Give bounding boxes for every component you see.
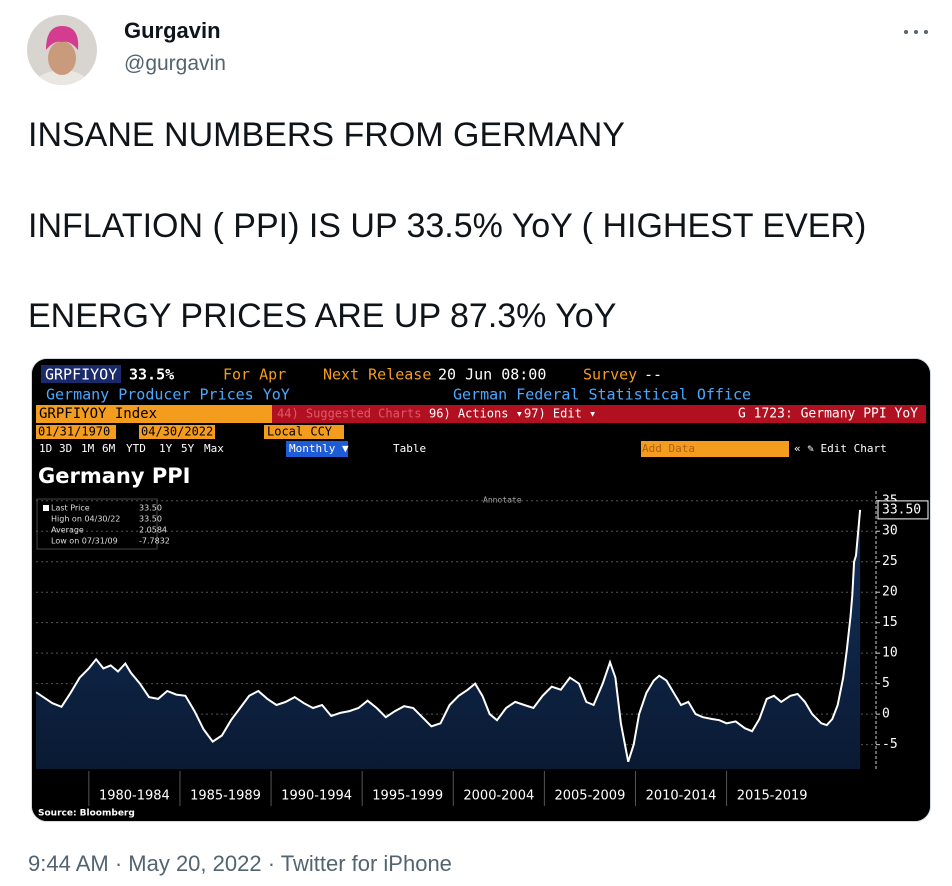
date-box[interactable] (139, 425, 215, 439)
toolbar-item[interactable]: 5Y (181, 442, 195, 455)
currency[interactable]: Local CCY (267, 425, 333, 439)
last-value-label: 33.50 (882, 502, 921, 517)
toolbar-item[interactable]: 3D (59, 442, 72, 455)
menu-item[interactable]: 97) Edit ▾ (524, 407, 596, 421)
toolbar-item[interactable]: 1D (39, 442, 52, 455)
legend-label: High on 04/30/22 (51, 515, 120, 524)
menu-bar (272, 405, 926, 423)
legend-value: 2.0584 (139, 526, 167, 535)
legend-label: Low on 07/31/09 (51, 537, 118, 546)
toolbar-item[interactable]: 6M (102, 442, 116, 455)
x-tick-label: 1990-1994 (281, 789, 352, 804)
legend-box (36, 498, 158, 550)
index-label[interactable]: GRPFIYOY Index (39, 406, 157, 422)
period: For Apr (223, 366, 286, 384)
currency-box[interactable] (264, 425, 344, 439)
last-value-box (877, 500, 929, 520)
x-tick-label: 2010-2014 (646, 789, 717, 804)
ticker-box (41, 365, 121, 383)
area (36, 509, 861, 769)
menu-item[interactable]: 44) Suggested Charts (277, 407, 422, 421)
legend-value: -7.7832 (139, 537, 170, 546)
y-tick-label: -5 (882, 737, 898, 752)
legend-value: 33.50 (139, 515, 162, 524)
frequency-box[interactable] (286, 441, 348, 457)
survey-label: Survey (583, 366, 637, 384)
toolbar-item[interactable]: Max (204, 442, 224, 455)
tweet-text: INFLATION ( PPI) IS UP 33.5% YoY ( HIGHE… (28, 207, 867, 245)
legend-swatch (43, 505, 49, 511)
tweet-text: ENERGY PRICES ARE UP 87.3% YoY (28, 297, 617, 335)
source: Source: Bloomberg (38, 809, 135, 819)
toolbar-item[interactable]: 1M (81, 442, 95, 455)
legend-value: 33.50 (139, 504, 162, 513)
line (35, 509, 862, 763)
terminal-chart: GRPFIYOY 33.5% For Apr Next Release 20 J… (32, 359, 930, 821)
release-label: Next Release (323, 366, 431, 384)
legend-label: Last Price (51, 504, 90, 513)
index-box[interactable] (36, 405, 272, 423)
y-tick-label: 30 (882, 524, 898, 539)
end-date[interactable]: 04/30/2022 (141, 425, 213, 439)
x-tick-label: 2000-2004 (463, 789, 534, 804)
media-image[interactable]: GRPFIYOY 33.5% For Apr Next Release 20 J… (31, 358, 931, 822)
release-date: 20 Jun 08:00 (438, 366, 546, 384)
toolbar-item[interactable]: YTD (126, 442, 146, 455)
toolbar-item[interactable]: Table (393, 442, 426, 455)
legend-label: Average (51, 526, 84, 535)
tweet-text: INSANE NUMBERS FROM GERMANY (28, 116, 625, 154)
more-menu[interactable] (900, 24, 932, 40)
annotate[interactable]: Annotate (483, 496, 522, 505)
last-value: 33.5% (129, 366, 174, 384)
y-tick-label: 25 (882, 554, 898, 569)
x-tick-label: 2005-2009 (554, 789, 625, 804)
ticker: GRPFIYOY (45, 366, 117, 384)
toolbar-item[interactable]: Monthly ▼ (289, 442, 349, 455)
y-tick-label: 10 (882, 646, 898, 661)
source-agency: German Federal Statistical Office (453, 386, 751, 404)
chart-id: G 1723: Germany PPI YoY (738, 407, 918, 422)
y-tick-label: 5 (882, 676, 890, 691)
author-handle[interactable]: @gurgavin (124, 52, 226, 75)
author-name[interactable]: Gurgavin (124, 18, 221, 43)
x-tick-label: 2015-2019 (737, 789, 808, 804)
chart-title: Germany PPI (38, 464, 190, 488)
survey-value: -- (644, 366, 662, 384)
start-date[interactable]: 01/31/1970 (38, 425, 110, 439)
avatar[interactable] (26, 14, 98, 86)
toolbar-item[interactable]: « ✎ Edit Chart (794, 442, 887, 455)
y-tick-label: 15 (882, 615, 898, 630)
security-name: Germany Producer Prices YoY (46, 386, 290, 404)
date-box[interactable] (36, 425, 116, 439)
toolbar-item[interactable]: Add Data (642, 442, 695, 455)
y-tick-label: 0 (882, 707, 890, 722)
x-tick-label: 1995-1999 (372, 789, 443, 804)
timestamp[interactable]: 9:44 AM · May 20, 2022 · Twitter for iPh… (28, 851, 452, 876)
menu-item[interactable]: 96) Actions ▾ (429, 407, 523, 421)
y-tick-label: 20 (882, 585, 898, 600)
add-data-box[interactable] (641, 441, 789, 457)
toolbar-item[interactable]: 1Y (159, 442, 173, 455)
x-tick-label: 1985-1989 (190, 789, 261, 804)
x-tick-label: 1980-1984 (99, 789, 170, 804)
